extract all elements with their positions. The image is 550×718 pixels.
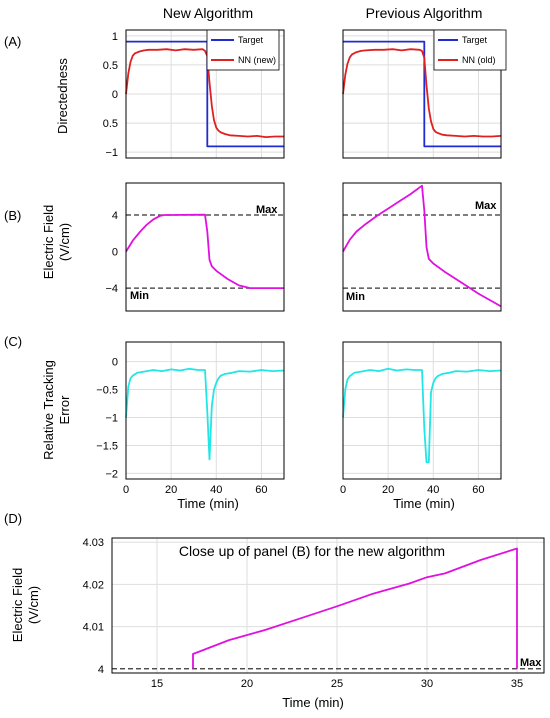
x-tick-label: 25 (331, 678, 343, 690)
plot-frame (125, 341, 285, 480)
y-tick-label: −1 (105, 412, 118, 424)
x-tick-label: 0 (123, 484, 129, 496)
ylabel-c-line1: Relative Tracking (41, 360, 56, 460)
plot-field-new: 4 0 −4 (105, 182, 285, 312)
xlabel-d: Time (min) (282, 695, 344, 710)
y-tick-label: −1 (105, 147, 118, 159)
x-tick-label: 40 (210, 484, 222, 496)
legend-box-previous (433, 29, 507, 71)
ylabel-d-line2: (V/cm) (26, 586, 41, 624)
ylabel-c: Relative Tracking Error (41, 360, 72, 460)
plot-background (126, 183, 284, 311)
plot-closeup: 4.03 4.02 4.01 4 15 20 25 30 35 (83, 537, 545, 690)
series-line-error (342, 367, 502, 464)
plot-frame (342, 341, 502, 480)
legend-label-target-new: Target (238, 35, 264, 45)
x-tick-label: 0 (340, 484, 346, 496)
x-tick-label: 20 (382, 484, 394, 496)
y-tick-label: −0.5 (96, 385, 118, 397)
plot-error-previous: 0 20 40 60 (340, 341, 502, 496)
legend-previous: Target NN (old) (433, 29, 507, 71)
series-line-field (192, 547, 518, 669)
legend-new: Target NN (new) (206, 29, 280, 71)
series-line-target (343, 40, 501, 148)
plot-background (343, 342, 501, 479)
plot-background (343, 183, 501, 311)
y-tick-label: 4.02 (83, 579, 104, 591)
plot-frame (111, 537, 545, 674)
x-tick-label: 20 (165, 484, 177, 496)
ylabel-b: Electric Field (V/cm) (41, 205, 72, 279)
y-tick-label: 0 (112, 247, 118, 259)
plot-background (112, 538, 544, 673)
xlabel-c-new: Time (min) (177, 496, 239, 511)
legend-label-nn-new: NN (new) (238, 55, 276, 65)
y-tick-label: 0 (112, 357, 118, 369)
y-tick-label: 0.5 (103, 60, 118, 72)
series-line-error (125, 367, 285, 461)
series-line-nn-old- (342, 48, 502, 138)
legend-label-target-previous: Target (462, 35, 488, 45)
plot-frame (125, 182, 285, 312)
panel-label-b: (B) (4, 208, 21, 223)
x-tick-label: 35 (511, 678, 523, 690)
y-tick-label: 4 (98, 664, 104, 676)
panel-label-c: (C) (4, 334, 22, 349)
y-tick-label: −4 (105, 283, 118, 295)
y-tick-label: 4 (112, 210, 118, 222)
y-tick-label: 0 (112, 89, 118, 101)
y-tick-label: 4.03 (83, 537, 104, 549)
plot-frame (125, 29, 285, 159)
series-line-nn-new- (125, 48, 284, 139)
xlabel-c-previous: Time (min) (393, 496, 455, 511)
series-line-field (342, 184, 502, 308)
plot-error-new: 0 −0.5 −1 −1.5 −2 0 20 40 60 (96, 341, 285, 496)
column-title-new: New Algorithm (163, 5, 253, 21)
panel-label-a: (A) (4, 34, 21, 49)
max-label-d: Max (520, 657, 542, 669)
max-label-b-new: Max (256, 204, 278, 216)
x-tick-label: 30 (421, 678, 433, 690)
plot-frame (342, 29, 502, 159)
y-tick-label: −1.5 (96, 440, 118, 452)
column-title-previous: Previous Algorithm (366, 5, 483, 21)
closeup-title: Close up of panel (B) for the new algori… (179, 543, 445, 559)
plot-frame (342, 182, 502, 312)
y-tick-label: 0.5 (103, 118, 118, 130)
legend-box-new (206, 29, 280, 71)
x-tick-label: 60 (255, 484, 267, 496)
x-tick-label: 15 (151, 678, 163, 690)
ylabel-b-line1: Electric Field (41, 205, 56, 279)
plot-field-previous (342, 182, 502, 312)
legend-label-nn-previous: NN (old) (462, 55, 496, 65)
x-tick-label: 60 (472, 484, 484, 496)
series-line-field (125, 213, 284, 290)
min-label-b-previous: Min (346, 291, 365, 303)
ylabel-d: Electric Field (V/cm) (10, 568, 41, 642)
x-tick-label: 40 (427, 484, 439, 496)
ylabel-a: Directedness (55, 58, 70, 134)
ylabel-b-line2: (V/cm) (57, 223, 72, 261)
ylabel-d-line1: Electric Field (10, 568, 25, 642)
max-label-b-previous: Max (475, 200, 497, 212)
plot-background (126, 342, 284, 479)
ylabel-c-line2: Error (57, 395, 72, 425)
y-tick-label: −2 (105, 468, 118, 480)
y-tick-label: 1 (112, 31, 118, 43)
series-line-target (126, 40, 284, 148)
min-label-b-new: Min (130, 290, 149, 302)
y-tick-label: 4.01 (83, 622, 104, 634)
x-tick-label: 20 (241, 678, 253, 690)
panel-label-d: (D) (4, 511, 22, 526)
